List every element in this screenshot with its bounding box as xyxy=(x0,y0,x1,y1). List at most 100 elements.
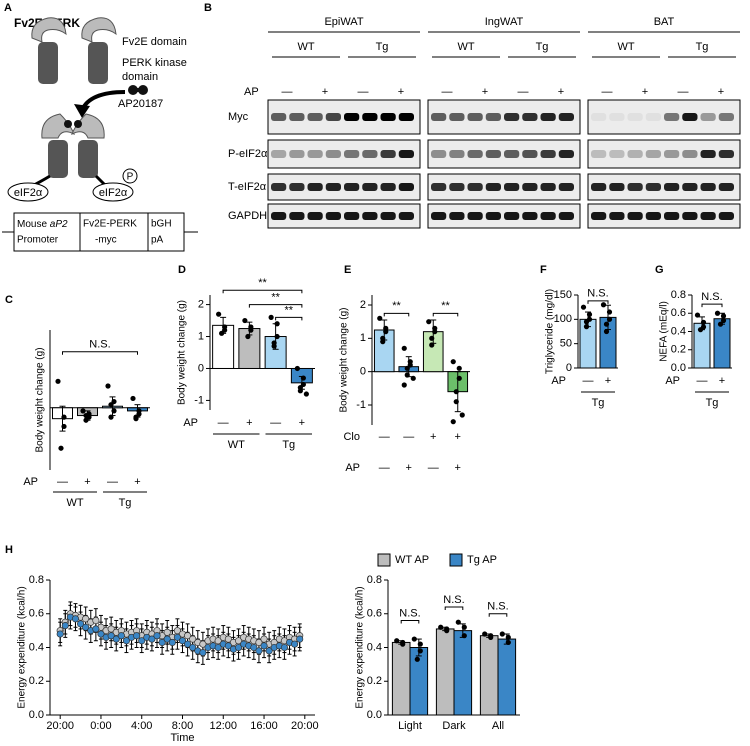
data-point xyxy=(717,321,724,327)
x-tick-label: 8:00 xyxy=(172,720,193,732)
blot-band xyxy=(362,183,378,191)
perk-domain xyxy=(88,42,108,84)
data-point xyxy=(455,619,461,625)
substrate-label: eIF2α xyxy=(99,187,128,199)
row-label: T-eIF2α xyxy=(228,181,267,193)
data-point xyxy=(432,329,438,335)
series-marker xyxy=(224,642,232,650)
phospho-label: P xyxy=(127,172,134,183)
data-point xyxy=(61,423,67,430)
blot-band xyxy=(485,150,501,158)
series-marker xyxy=(92,625,100,633)
data-point xyxy=(80,408,86,414)
annotation: N.S. xyxy=(587,288,608,300)
data-point xyxy=(83,412,89,419)
annotation: ** xyxy=(441,300,450,312)
bracket xyxy=(400,620,420,624)
treatment-level: + xyxy=(558,86,564,98)
blot-band xyxy=(591,183,607,191)
substrate-shape xyxy=(92,182,134,202)
treatment-level: + xyxy=(642,86,648,98)
row-value: + xyxy=(455,462,461,474)
blot-band xyxy=(398,150,414,158)
y-tick-label: 0.0 xyxy=(367,709,382,721)
arrowhead xyxy=(74,104,90,118)
blot-band xyxy=(307,212,323,220)
row-value: — xyxy=(379,431,390,443)
y-axis-label: NEFA (mEq/l) xyxy=(659,301,670,362)
data-point xyxy=(603,328,610,335)
series-marker xyxy=(97,630,105,638)
y-tick-label: 1 xyxy=(360,332,366,344)
construct-word: Mouse xyxy=(17,219,47,230)
x-tick-label: 20:00 xyxy=(46,720,74,732)
row-value: + xyxy=(455,431,461,443)
genotype-label: WT xyxy=(297,41,314,53)
row-label: AP xyxy=(665,375,680,387)
blot-band xyxy=(700,113,716,121)
construct-label: Mouse aP2 xyxy=(17,219,68,230)
blot-band xyxy=(449,212,465,220)
row-value: — xyxy=(428,462,439,474)
annotation: ** xyxy=(271,291,280,303)
blot-band xyxy=(522,113,538,121)
tissue-label: EpiWAT xyxy=(324,16,363,28)
row-label: P-eIF2α xyxy=(228,148,268,160)
row-value: — xyxy=(583,375,594,387)
y-tick-label: 0.8 xyxy=(29,574,44,586)
row-label: AP xyxy=(345,462,360,474)
y-tick-label: 2 xyxy=(198,298,204,310)
bar xyxy=(453,630,473,716)
blot-band xyxy=(485,183,501,191)
blot-band xyxy=(645,183,661,191)
series-marker xyxy=(158,638,166,646)
data-point xyxy=(505,639,511,646)
annotation: ** xyxy=(392,300,401,312)
series-marker xyxy=(82,615,90,623)
data-point xyxy=(600,302,607,308)
data-point xyxy=(55,378,61,384)
data-point xyxy=(61,414,67,420)
row-value: — xyxy=(218,417,229,429)
row-value: + xyxy=(605,375,611,387)
blot-band xyxy=(591,150,607,158)
y-axis-label: Energy expenditure (kcal/h) xyxy=(355,586,366,708)
blot-band xyxy=(504,212,520,220)
blot-band xyxy=(700,150,716,158)
data-point xyxy=(404,372,410,378)
blot-band xyxy=(700,183,716,191)
y-tick-label: 0 xyxy=(198,362,204,374)
series-marker xyxy=(199,649,207,657)
data-point xyxy=(108,402,114,408)
series-marker xyxy=(153,632,161,640)
y-axis-label: Body weight change (g) xyxy=(35,347,46,452)
blot-band xyxy=(344,113,360,121)
dimer xyxy=(41,113,105,178)
perk-domain xyxy=(38,42,58,84)
series-marker xyxy=(163,628,171,636)
series-marker xyxy=(92,616,100,625)
annotation: N.S. xyxy=(89,339,110,351)
y-tick-label: 0.4 xyxy=(671,325,686,337)
blot-band xyxy=(431,113,447,121)
blot-band xyxy=(682,212,698,220)
series-marker xyxy=(255,647,263,655)
data-point xyxy=(410,375,416,381)
data-point xyxy=(417,648,423,654)
ligand-label: AP20187 xyxy=(118,98,163,110)
series-marker xyxy=(107,632,115,640)
annotation: N.S. xyxy=(443,594,464,606)
series-marker xyxy=(199,640,207,648)
data-point xyxy=(383,329,389,335)
genotype-label: Tg xyxy=(696,41,709,53)
construct-box xyxy=(147,212,185,252)
data-point xyxy=(429,342,435,348)
blot-band xyxy=(504,113,520,121)
treatment-label: AP xyxy=(244,86,259,98)
row-value: + xyxy=(134,476,140,488)
blot-band xyxy=(609,183,625,191)
panel-label: C xyxy=(5,294,13,306)
blot-band xyxy=(664,212,680,220)
substrate-shape xyxy=(7,182,49,202)
